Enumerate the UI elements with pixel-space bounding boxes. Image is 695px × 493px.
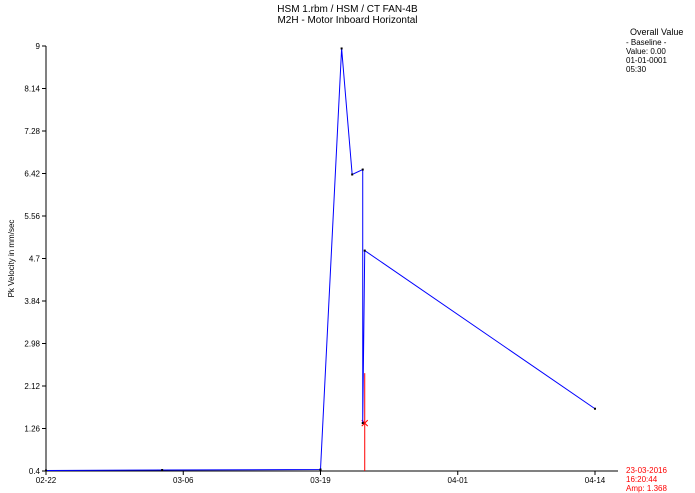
y-tick-label: 3.84 [24,297,40,306]
data-point [361,168,364,171]
y-tick-label: 2.12 [24,382,40,391]
data-point [361,422,364,425]
x-tick-label: 04-14 [585,476,606,485]
x-tick-label: 03-19 [310,476,331,485]
y-tick-label: 9 [36,42,41,51]
x-tick-label: 02-22 [36,476,57,485]
data-point [161,469,164,472]
y-axis-label: Pk Velocity in mm/sec [7,220,16,298]
cursor-date: 23-03-2016 [626,466,667,475]
chart-title: HSM 1.rbm / HSM / CT FAN-4B [277,4,418,15]
cursor-amp: Amp: 1.368 [626,484,667,493]
y-tick-label: 1.26 [24,425,40,434]
cursor-time: 16:20:44 [626,475,658,484]
baseline-value: Value: 0.00 [626,47,666,56]
y-tick-label: 0.4 [29,467,41,476]
y-tick-label: 5.56 [24,212,40,221]
y-tick-label: 8.14 [24,85,40,94]
data-point [319,468,322,471]
baseline-time: 05:30 [626,65,647,74]
overall-value-heading: Overall Value [630,27,684,37]
data-point [351,173,354,176]
data-point [363,249,366,252]
baseline-date: 01-01-0001 [626,56,667,65]
y-tick-label: 6.42 [24,170,40,179]
x-tick-label: 04-01 [448,476,469,485]
data-point [340,47,343,50]
data-point [45,469,47,472]
baseline-label: - Baseline - [626,38,667,47]
y-tick-label: 7.28 [24,127,40,136]
chart-subtitle: M2H - Motor Inboard Horizontal [277,15,418,26]
series-line [45,48,596,472]
y-tick-label: 4.7 [29,255,41,264]
data-point [594,407,596,410]
x-tick-label: 03-06 [173,476,194,485]
y-tick-label: 2.98 [24,340,40,349]
